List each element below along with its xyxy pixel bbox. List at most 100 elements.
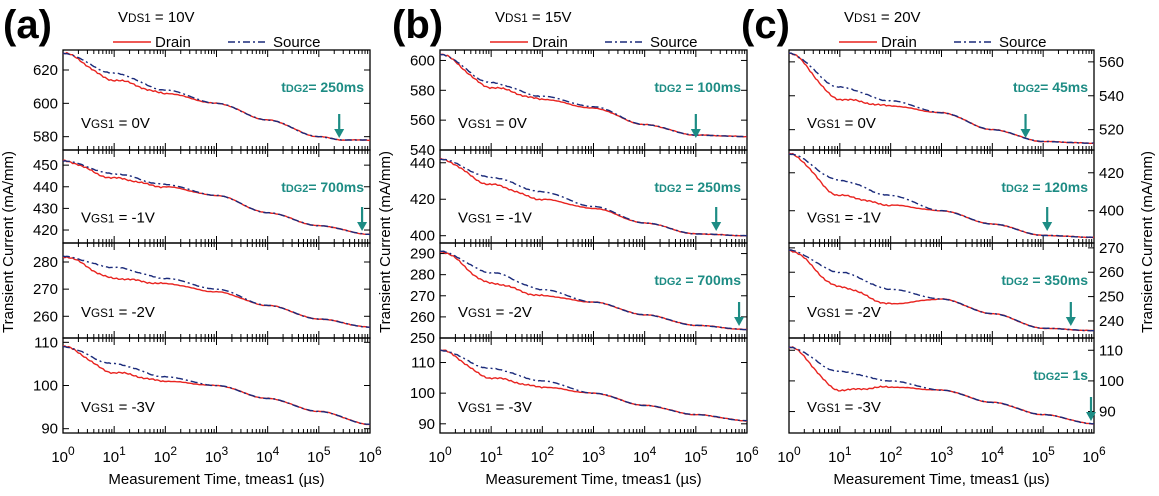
y-tick-label: 260 [33,308,58,325]
y-tick-label: 260 [410,309,435,326]
y-tick-label: 240 [1099,313,1124,330]
y-tick-label: 280 [410,267,435,284]
y-tick-label: 560 [1099,54,1124,71]
y-tick-label: 90 [1099,404,1116,421]
tdg2-label: tDG2 = 100ms [654,79,741,95]
subplot-1: 400 420 VGS1 = -1V tDG2 = 120ms [788,149,1124,244]
tdg2-arrow-head [357,222,368,231]
vgs-label: VGS1 = -3V [807,399,881,416]
x-tick-label: 100 [777,444,801,466]
vds-label: VDS1 = 20V [844,9,921,26]
subplot-frame [62,49,371,151]
x-axis-title: Measurement Time, tmeas1 (µs) [833,471,1049,488]
y-tick-label: 110 [1099,342,1123,359]
y-tick-label: 100 [1099,373,1124,390]
y-tick-label: 520 [1099,122,1124,139]
vgs-label: VGS1 = -1V [807,210,881,227]
y-axis-title: Transient Current (mA/mm) [0,151,17,333]
y-axis-title: Transient Current (mA/mm) [1139,151,1156,333]
y-tick-label: 420 [1099,165,1124,182]
legend-source-label: Source [999,34,1047,51]
panel-2: (c) VDS1 = 20V Drain Source Transient Curren… [741,3,1156,488]
y-tick-label: 250 [1099,289,1124,306]
subplot-frame [439,337,748,434]
tdg2-label: tDG2 = 250ms [654,179,741,195]
x-tick-label: 104 [981,444,1005,466]
x-tick-label: 105 [1031,444,1055,466]
y-tick-label: 280 [33,254,58,271]
x-axis-title: Measurement Time, tmeas1 (µs) [485,471,701,488]
tdg2-arrow-head [1086,412,1096,421]
x-tick-label: 103 [205,444,229,466]
tdg2-label: tDG2 = 120ms [1001,179,1088,195]
subplot-3: 90 100 110 VGS1 = -3V tDG2= 1s [788,337,1124,434]
drain-series-line [62,159,371,236]
y-axis-title: Transient Current (mA/mm) [377,151,394,333]
x-tick-label: 101 [479,444,503,466]
y-tick-label: 110 [411,355,435,372]
subplot-1: 420 430 440 450 VGS1 = -1V tDG2= 700ms [33,149,371,244]
x-tick-label: 105 [307,444,331,466]
subplot-2: 250 260 270 280 290 VGS1 = -2V tDG2 = 700ms [410,242,748,347]
legend-drain-label: Drain [881,34,917,51]
y-tick-label: 620 [33,62,58,79]
vgs-label: VGS1 = -2V [807,304,881,321]
legend: Drain Source [490,34,698,51]
vds-label: VDS1 = 15V [495,9,572,26]
subplot-0: 580 600 620 VGS1 = 0V tDG2= 250ms [33,49,371,151]
y-tick-label: 440 [410,155,435,172]
y-tick-label: 90 [41,421,58,438]
y-tick-label: 90 [418,416,435,433]
y-tick-label: 580 [33,129,58,146]
tdg2-arrow-head [1065,317,1076,326]
vgs-label: VGS1 = -2V [458,304,532,321]
vds-label: VDS1 = 10V [118,9,195,26]
subplot-frame [439,242,748,339]
x-tick-label: 106 [735,444,759,466]
subplot-1: 400 420 440 VGS1 = -1V tDG2 = 250ms [410,149,748,245]
y-tick-label: 450 [33,157,58,174]
subplot-2: 240 250 260 270 VGS1 = -2V tDG2 = 350ms [788,240,1124,339]
subplot-2: 260 270 280 VGS1 = -2V [33,242,371,339]
tdg2-label: tDG2= 1s [1033,367,1088,383]
y-tick-label: 270 [1099,240,1124,257]
vgs-label: VGS1 = -3V [81,399,155,416]
source-series-line [439,349,748,422]
source-series-line [439,250,748,331]
legend-drain-label: Drain [155,34,191,51]
y-tick-label: 290 [410,246,435,263]
drain-series-line [62,256,371,328]
y-tick-label: 100 [410,385,435,402]
vgs-label: VGS1 = -2V [81,304,155,321]
panel-0: (a) VDS1 = 10V Drain Source Transient Curren… [0,3,382,488]
subplot-3: 90 100 110 VGS1 = -3V [410,337,748,434]
y-tick-label: 440 [33,179,58,196]
drain-series-line [439,349,747,422]
tdg2-label: tDG2 = 350ms [1001,272,1088,288]
tdg2-arrow-head [711,222,722,231]
x-tick-label: 103 [930,444,954,466]
x-tick-label: 100 [51,444,75,466]
tdg2-arrow-head [1020,129,1031,138]
y-tick-label: 600 [33,95,58,112]
drain-series-line [789,346,1095,425]
tdg2-label: tDG2= 250ms [281,79,364,95]
source-series-line [62,52,371,141]
x-tick-label: 105 [684,444,708,466]
y-tick-label: 100 [33,378,58,395]
source-series-line [439,158,748,237]
panel-label: (c) [741,3,790,47]
x-tick-label: 103 [582,444,606,466]
y-tick-label: 400 [410,228,435,245]
tdg2-label: tDG2= 45ms [1013,79,1088,95]
y-tick-label: 270 [33,281,58,298]
x-tick-label: 104 [256,444,280,466]
source-series-line [788,52,1094,145]
x-tick-label: 102 [531,444,555,466]
tdg2-arrow-head [334,129,345,138]
tdg2-label: tDG2= 700ms [281,179,364,195]
x-tick-label: 102 [154,444,178,466]
legend-source-label: Source [650,34,698,51]
